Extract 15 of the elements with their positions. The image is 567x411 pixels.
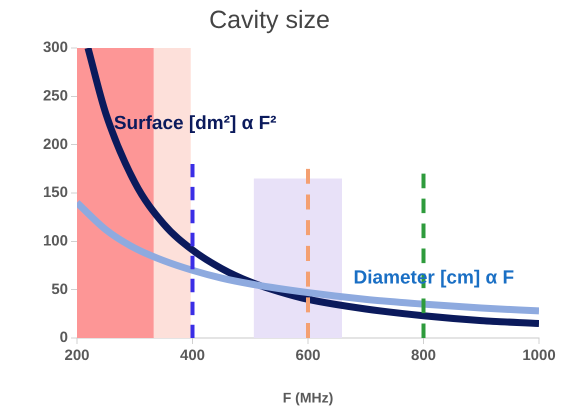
x-tick-label: 800 [410, 347, 436, 364]
y-tick-label: 250 [42, 87, 68, 104]
x-tick-label: 400 [180, 347, 206, 364]
x-axis-title: F (MHz) [282, 389, 334, 406]
y-tick-label: 100 [42, 232, 68, 250]
y-tick-label: 300 [42, 39, 68, 56]
y-tick-label: 50 [51, 280, 68, 298]
y-tick-label: 150 [42, 184, 68, 202]
y-tick-label: 200 [42, 136, 68, 153]
x-tick-label: 1000 [522, 347, 556, 364]
chart-title: Cavity size [209, 6, 330, 34]
x-tick-label: 600 [295, 347, 321, 364]
x-tick-label: 200 [64, 347, 90, 364]
series-label: Surface [dm²] α F² [114, 112, 277, 134]
y-tick-label: 0 [60, 329, 68, 346]
